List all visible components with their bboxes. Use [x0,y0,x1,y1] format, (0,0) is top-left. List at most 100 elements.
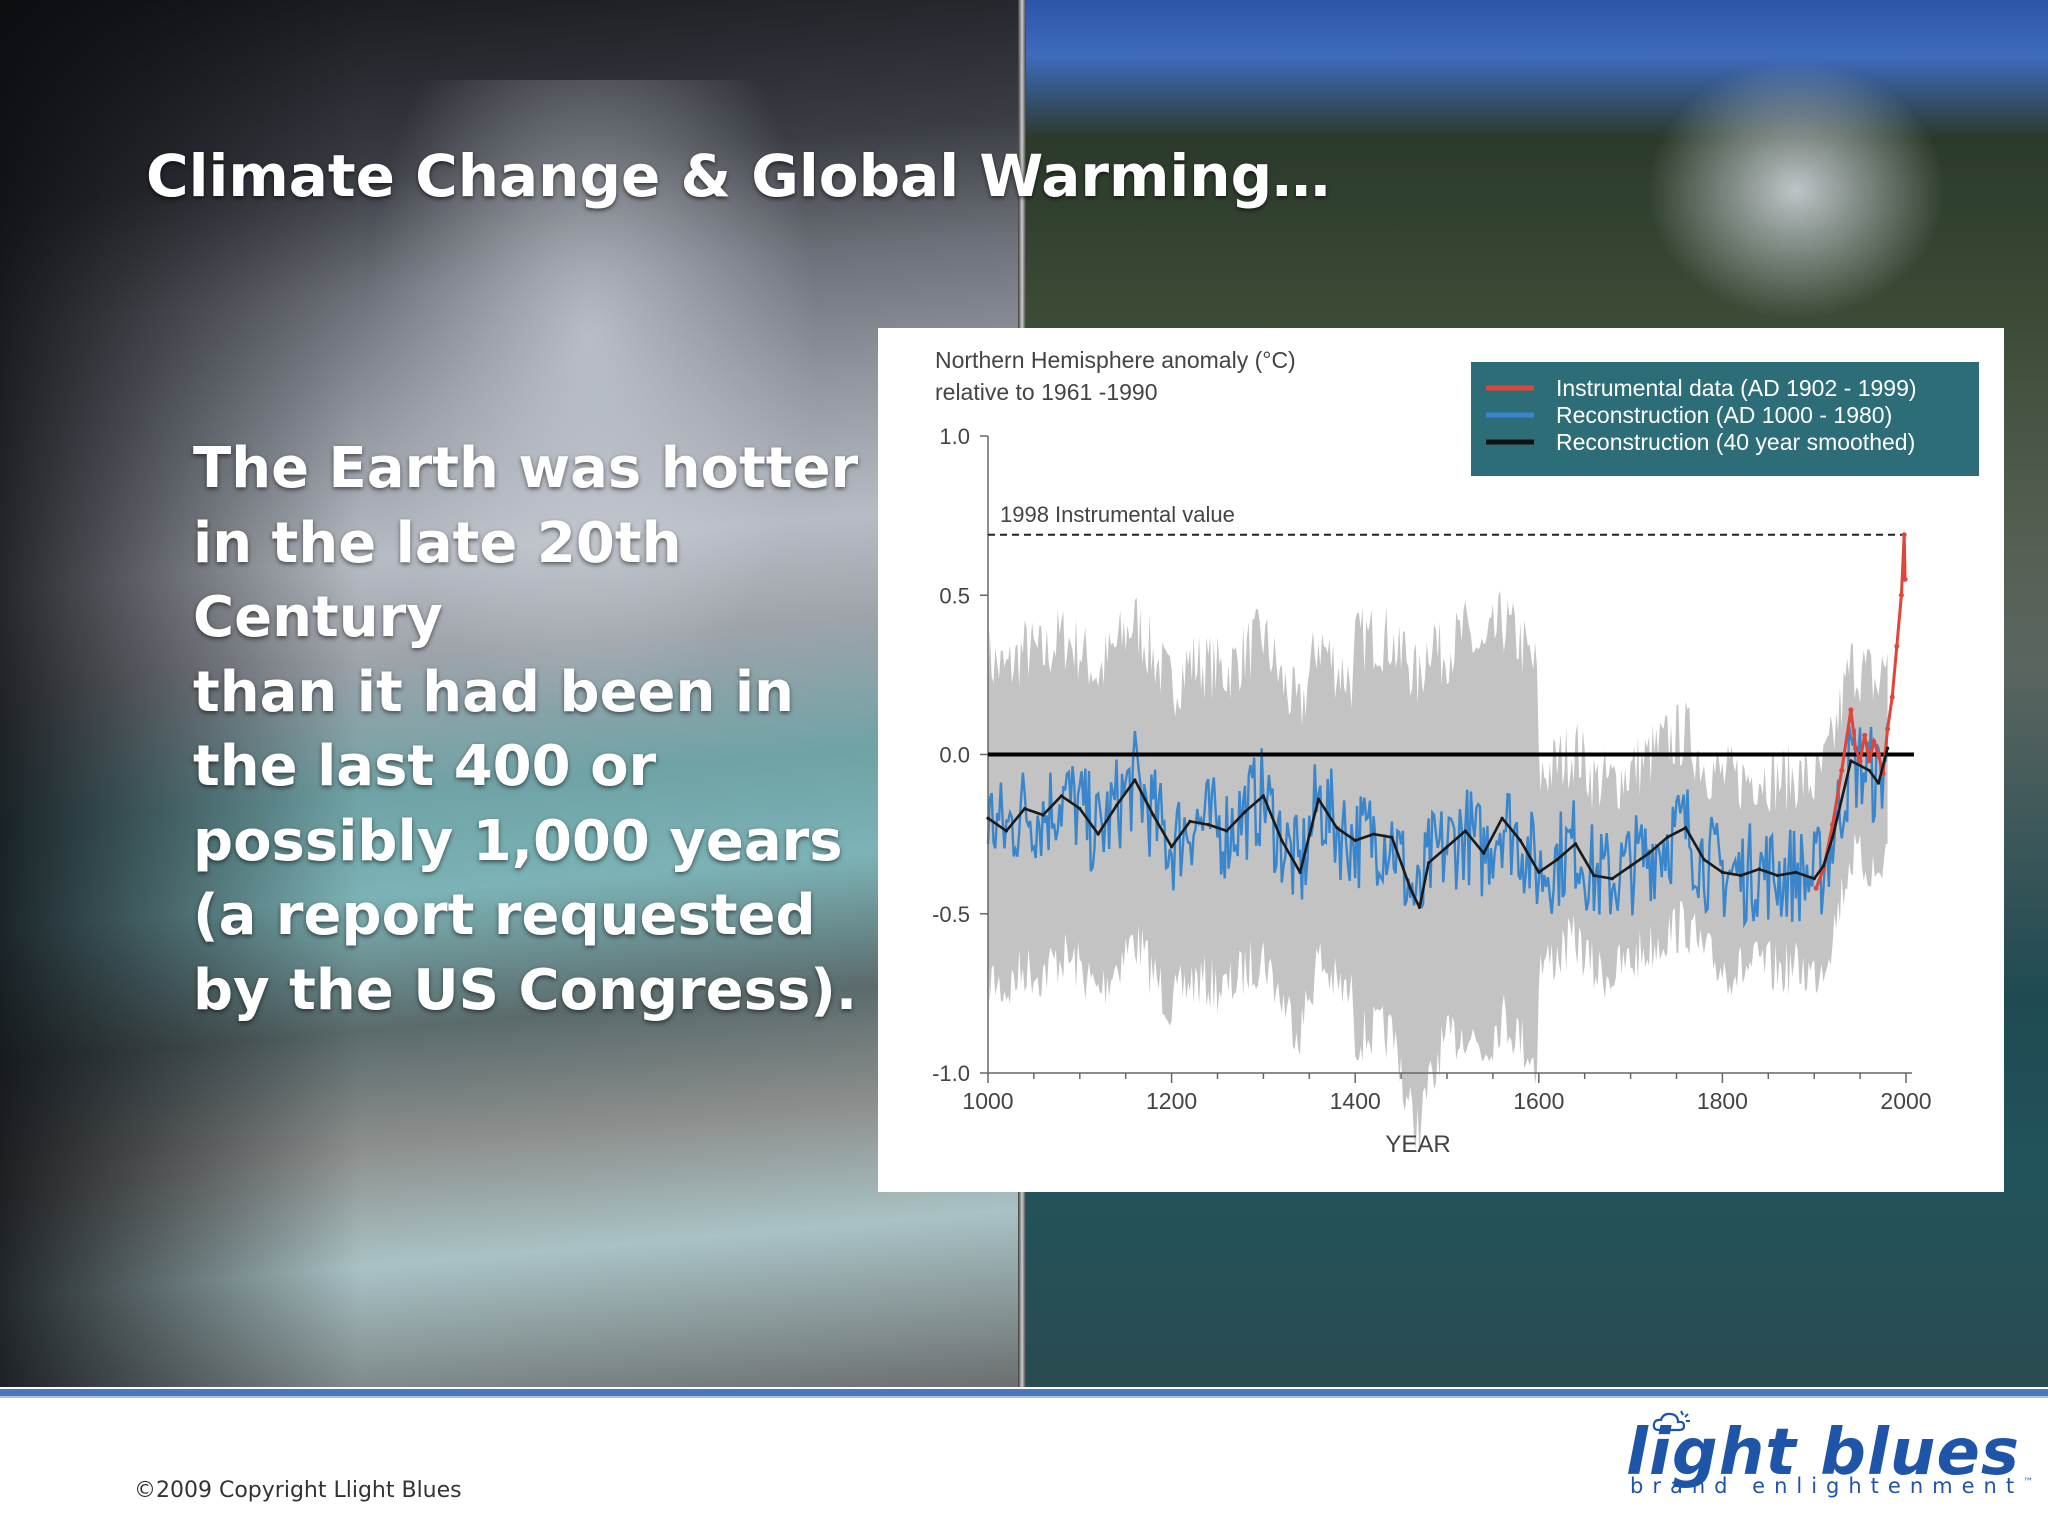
smoothed-point [1702,858,1706,862]
smoothed-point [986,816,990,820]
copyright-notice: ©2009 Copyright Llight Blues [134,1478,462,1503]
chart-panel: 1.0 0.5 0.0 -0.5 -1.0 1000 1200 1400 1600 1800 200… [878,328,2004,1192]
legend-background [1471,362,1979,476]
x-tick-label: 1200 [1146,1088,1197,1114]
smoothed-point [1647,851,1651,855]
smoothed-point [1775,873,1780,878]
smoothed-point [1243,810,1247,814]
instrumental-point [1871,739,1877,745]
smoothed-point [1555,858,1559,862]
smoothed-point [1170,845,1174,849]
instrumental-point [1902,576,1908,582]
smoothed-point [1408,886,1412,890]
instrumental-point [1848,707,1854,713]
smoothed-point [1537,870,1541,874]
instrumental-point [1885,726,1891,732]
smoothed-point [1280,838,1284,843]
smoothed-point [1739,873,1743,878]
smoothed-point [1886,746,1890,750]
legend-entry: Instrumental data (AD 1902 - 1999) [1556,375,1917,401]
smoothed-point [1500,816,1504,820]
body-line: than it had been in [193,659,794,725]
logo-tagline: brand enlightenment™ [1630,1474,2033,1498]
body-line: possibly 1,000 years [193,808,843,874]
smoothed-point [1794,870,1798,874]
smoothed-point [1812,877,1816,881]
smoothed-point [1417,905,1422,909]
smoothed-point [1849,759,1853,763]
body-line: in the late 20th [193,510,682,576]
smoothed-point [1482,851,1486,855]
logo-wordmark: light blues [1626,1416,2020,1490]
instrumental-point [1894,643,1900,649]
smoothed-point [1261,794,1265,798]
x-tick-label: 1600 [1513,1088,1564,1114]
y-tick-label: 0.5 [939,583,970,608]
smoothed-point [1390,835,1394,839]
smoothed-point [1023,807,1027,811]
smoothed-point [1573,842,1578,846]
x-tick-label: 1400 [1330,1088,1381,1114]
smoothed-point [1225,829,1229,833]
body-line: (a report requested [193,883,816,948]
smoothed-point [1720,870,1724,874]
slide-title: Climate Change & Global Warming… [146,142,1331,210]
smoothed-point [1610,877,1614,881]
legend-entry: Reconstruction (40 year smoothed) [1556,429,1915,455]
smoothed-point [1876,781,1881,785]
y-tick-label: -1.0 [932,1061,970,1086]
smoothed-point [1463,829,1467,833]
smoothed-point [1830,835,1835,839]
smoothed-point [1078,807,1082,811]
trademark-symbol: ™ [2023,1477,2034,1488]
instrumental-point [1857,758,1863,764]
x-tick-label: 1800 [1697,1088,1748,1114]
instrumental-point [1853,745,1859,751]
chart-title: Northern Hemisphere anomaly (°C) [935,347,1296,373]
cloud-sun-icon [1652,1410,1690,1432]
body-line: the last 400 or [193,734,657,799]
smoothed-point [1371,832,1376,836]
instrumental-line [1814,534,1907,889]
smoothed-point [1335,826,1339,830]
instrumental-point [1866,758,1872,764]
instrumental-point [1830,822,1836,828]
uncertainty-band [988,590,1888,1155]
body-line: Century [193,585,443,650]
smoothed-point [1059,794,1064,798]
smoothed-point [1096,832,1100,836]
reference-line-label: 1998 Instrumental value [1000,502,1235,527]
chart-legend: Instrumental data (AD 1902 - 1999) Recon… [1471,362,1979,476]
smoothed-point [1445,845,1449,849]
glacier-photo-before [0,0,1018,1387]
smoothed-point [1188,819,1192,823]
smoothed-point [1821,864,1825,868]
slide-body-text: The Earth was hotter in the late 20th Ce… [193,432,859,1028]
body-line: The Earth was hotter [193,436,859,501]
smoothed-point [1684,826,1688,830]
smoothed-point [1592,873,1596,878]
instrumental-point [1901,532,1907,538]
y-tick-label: 1.0 [939,424,970,449]
light-blues-logo: light blues brand enlightenment™ [1626,1408,2033,1498]
x-axis-label: YEAR [1385,1131,1450,1158]
x-tick-label: 2000 [1880,1088,1931,1114]
smoothed-point [1298,870,1302,874]
uncertainty-band-layer [988,590,1888,1155]
instrumental-point [1839,767,1845,773]
annual-reconstruction-layer [986,723,1889,929]
footer-rule [0,1389,2048,1396]
x-tick-label: 1000 [962,1088,1013,1114]
smoothed-point [1133,778,1137,782]
smoothed-point [1665,835,1669,839]
chart-subtitle: relative to 1961 -1990 [935,379,1158,405]
footer-rule-accent [0,1396,2048,1398]
smoothed-point [1206,822,1210,827]
logo-tagline-text: brand enlightenment [1630,1474,2024,1498]
instrumental-point [1889,694,1895,700]
smoothed-point [1757,867,1761,871]
smoothed-point [1353,838,1357,843]
